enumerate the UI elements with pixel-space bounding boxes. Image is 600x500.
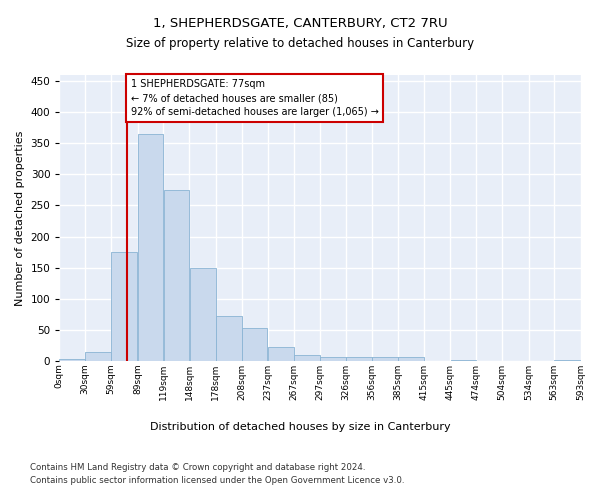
Bar — [320, 357, 346, 361]
Bar — [59, 359, 85, 361]
Bar — [268, 347, 294, 361]
Bar — [216, 316, 242, 361]
Bar — [294, 354, 320, 361]
Bar — [137, 134, 163, 361]
Bar — [554, 360, 580, 361]
Text: Size of property relative to detached houses in Canterbury: Size of property relative to detached ho… — [126, 38, 474, 51]
Bar — [85, 352, 111, 361]
Text: Contains HM Land Registry data © Crown copyright and database right 2024.: Contains HM Land Registry data © Crown c… — [30, 462, 365, 471]
Bar — [346, 357, 372, 361]
Text: Contains public sector information licensed under the Open Government Licence v3: Contains public sector information licen… — [30, 476, 404, 485]
Bar — [373, 357, 398, 361]
Bar — [164, 190, 189, 361]
Bar — [112, 252, 137, 361]
Text: 1, SHEPHERDSGATE, CANTERBURY, CT2 7RU: 1, SHEPHERDSGATE, CANTERBURY, CT2 7RU — [152, 18, 448, 30]
Bar — [398, 357, 424, 361]
Text: 1 SHEPHERDSGATE: 77sqm
← 7% of detached houses are smaller (85)
92% of semi-deta: 1 SHEPHERDSGATE: 77sqm ← 7% of detached … — [131, 80, 379, 118]
Y-axis label: Number of detached properties: Number of detached properties — [15, 130, 25, 306]
Bar — [242, 328, 268, 361]
Bar — [451, 360, 476, 361]
Bar — [190, 268, 215, 361]
Text: Distribution of detached houses by size in Canterbury: Distribution of detached houses by size … — [149, 422, 451, 432]
